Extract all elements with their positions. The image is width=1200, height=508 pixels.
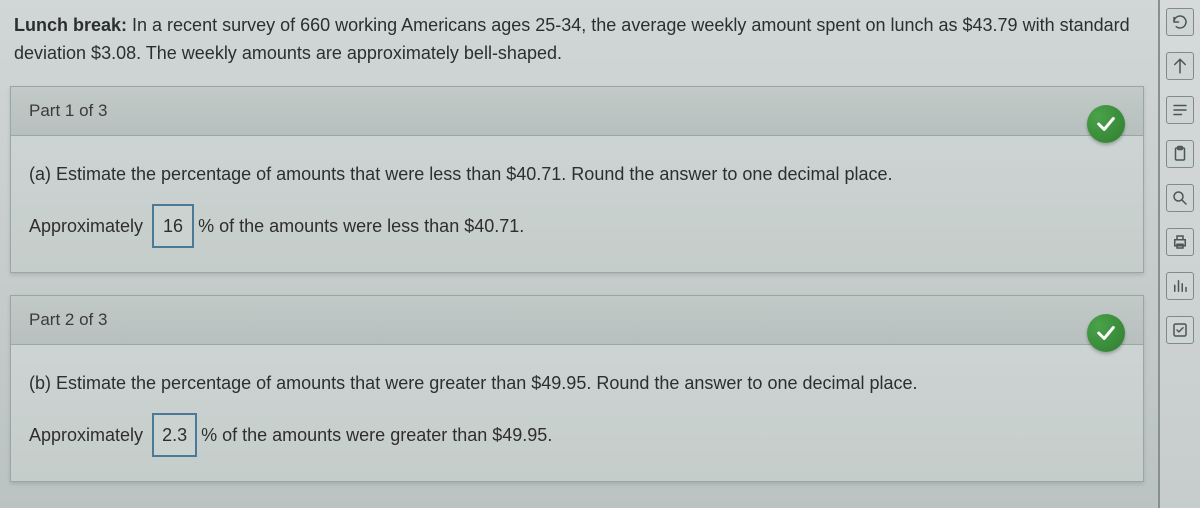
problem-intro: Lunch break: In a recent survey of 660 w… [10, 12, 1144, 68]
list-icon[interactable] [1166, 96, 1194, 124]
answer-suffix: % of the amounts were less than $40.71. [198, 216, 524, 236]
print-icon[interactable] [1166, 228, 1194, 256]
part-2-body: (b) Estimate the percentage of amounts t… [11, 345, 1143, 481]
part-1-question: (a) Estimate the percentage of amounts t… [29, 156, 1125, 192]
nav-icon[interactable] [1166, 52, 1194, 80]
part-2-header: Part 2 of 3 [11, 296, 1143, 345]
refresh-icon[interactable] [1166, 8, 1194, 36]
stats-icon[interactable] [1166, 272, 1194, 300]
answer-suffix: % of the amounts were greater than $49.9… [201, 425, 552, 445]
correct-check-icon [1087, 314, 1125, 352]
checklist-icon[interactable] [1166, 316, 1194, 344]
part-1-answer-line: Approximately 16% of the amounts were le… [29, 204, 1125, 248]
intro-bold: Lunch break: [14, 15, 127, 35]
part-1-card: Part 1 of 3 (a) Estimate the percentage … [10, 86, 1144, 273]
part-2-title: Part 2 of 3 [29, 310, 107, 329]
answer-prefix: Approximately [29, 216, 143, 236]
main-content: Lunch break: In a recent survey of 660 w… [0, 0, 1158, 508]
part-2-question: (b) Estimate the percentage of amounts t… [29, 365, 1125, 401]
intro-text: In a recent survey of 660 working Americ… [14, 15, 1130, 63]
search-person-icon[interactable] [1166, 184, 1194, 212]
answer-prefix: Approximately [29, 425, 143, 445]
part-2-card: Part 2 of 3 (b) Estimate the percentage … [10, 295, 1144, 482]
part-2-answer-line: Approximately 2.3% of the amounts were g… [29, 413, 1125, 457]
part-1-header: Part 1 of 3 [11, 87, 1143, 136]
correct-check-icon [1087, 105, 1125, 143]
clipboard-icon[interactable] [1166, 140, 1194, 168]
answer-input-box[interactable]: 16 [152, 204, 194, 248]
tool-rail [1158, 0, 1200, 508]
part-1-title: Part 1 of 3 [29, 101, 107, 120]
part-1-body: (a) Estimate the percentage of amounts t… [11, 136, 1143, 272]
answer-input-box[interactable]: 2.3 [152, 413, 197, 457]
